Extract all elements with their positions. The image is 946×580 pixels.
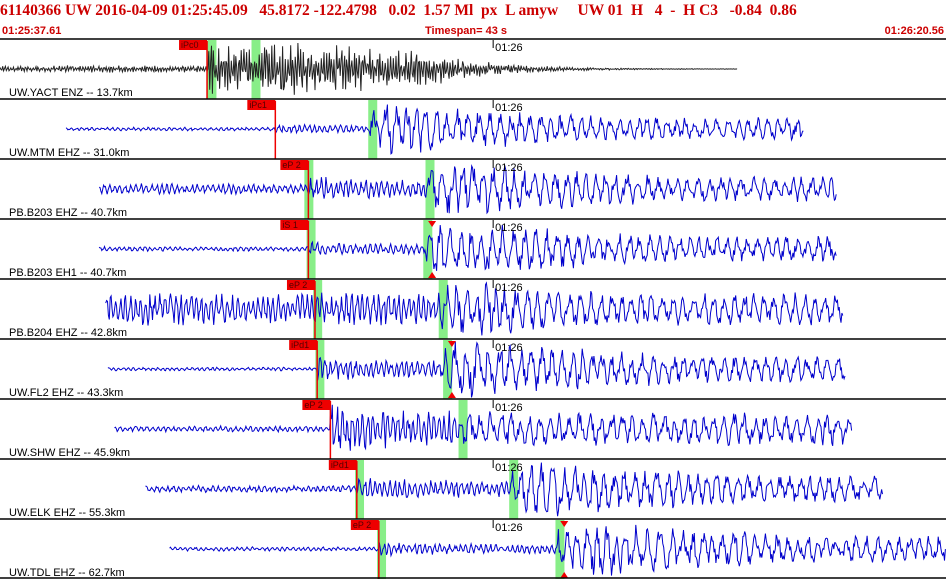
waveform bbox=[98, 225, 837, 271]
pick-label-box bbox=[247, 100, 276, 110]
time-tick-label: 01:26 bbox=[495, 462, 523, 474]
time-tick-label: 01:26 bbox=[495, 42, 523, 54]
station-label: PB.B203 EH1 -- 40.7km bbox=[9, 267, 126, 279]
time-tick-label: 01:26 bbox=[495, 102, 523, 114]
start-time-label: 01:25:37.61 bbox=[2, 25, 62, 37]
station-label: PB.B203 EHZ -- 40.7km bbox=[9, 207, 127, 219]
pick-label: iPc0 bbox=[181, 40, 199, 50]
p-window-marker bbox=[315, 340, 325, 399]
pick-label: eP 2 bbox=[289, 280, 307, 290]
waveform bbox=[0, 42, 738, 95]
time-tick-label: 01:26 bbox=[495, 402, 523, 414]
p-window-marker bbox=[355, 460, 365, 519]
station-label: UW.SHW EHZ -- 45.9km bbox=[9, 447, 130, 459]
waveform bbox=[65, 104, 804, 155]
s-window-marker bbox=[555, 520, 565, 579]
station-label: UW.MTM EHZ -- 31.0km bbox=[9, 147, 129, 159]
trace-row[interactable]: iPd1 01:26 UW.ELK EHZ -- 55.3km bbox=[0, 458, 946, 519]
station-label: UW.YACT ENZ -- 13.7km bbox=[9, 87, 133, 99]
amp-marker-bottom bbox=[428, 272, 437, 278]
pick-label-box bbox=[289, 340, 318, 350]
p-window-marker bbox=[313, 280, 323, 339]
pick-label-box bbox=[280, 220, 309, 230]
pick-label-box bbox=[302, 400, 331, 410]
waveform bbox=[107, 341, 846, 398]
waveform bbox=[105, 281, 844, 336]
time-tick-label: 01:26 bbox=[495, 342, 523, 354]
waveform bbox=[114, 404, 853, 451]
station-label: UW.ELK EHZ -- 55.3km bbox=[9, 507, 125, 519]
pick-label: iPd1 bbox=[331, 460, 349, 470]
trace-row[interactable]: eP 2 01:26 UW.TDL EHZ -- 62.7km bbox=[0, 518, 946, 579]
waveform bbox=[98, 164, 837, 215]
station-label: UW.TDL EHZ -- 62.7km bbox=[9, 567, 125, 579]
trace-row[interactable]: iPc1 01:26 UW.MTM EHZ -- 31.0km bbox=[0, 98, 946, 159]
pick-label: eP 2 bbox=[304, 400, 322, 410]
s-window-marker bbox=[509, 460, 519, 519]
pick-label: iPd1 bbox=[291, 340, 309, 350]
trace-row[interactable]: eP 2 01:26 UW.SHW EHZ -- 45.9km bbox=[0, 398, 946, 459]
trace-row[interactable]: iPd1 01:26 UW.FL2 EHZ -- 43.3km bbox=[0, 338, 946, 399]
waveform bbox=[169, 524, 946, 576]
amp-marker-top bbox=[560, 521, 569, 527]
pick-label: iS 1 bbox=[282, 220, 298, 230]
amp-marker-top bbox=[447, 341, 456, 347]
time-tick-label: 01:26 bbox=[495, 222, 523, 234]
time-tick-label: 01:26 bbox=[495, 522, 523, 534]
pick-label: eP 2 bbox=[282, 160, 300, 170]
end-time-label: 01:26:20.56 bbox=[884, 25, 944, 37]
s-window-marker bbox=[425, 160, 435, 219]
trace-row[interactable]: iPc0 01:26 UW.YACT ENZ -- 13.7km bbox=[0, 38, 946, 99]
trace-row[interactable]: eP 2 01:26 PB.B203 EHZ -- 40.7km bbox=[0, 158, 946, 219]
pick-label-box bbox=[286, 280, 315, 290]
trace-row[interactable]: iS 1 01:26 PB.B203 EH1 -- 40.7km bbox=[0, 218, 946, 279]
timespan-label: Timespan= 43 s bbox=[425, 25, 508, 37]
amp-marker-bottom bbox=[447, 392, 456, 398]
pick-label: eP 2 bbox=[353, 520, 371, 530]
pick-label-box bbox=[280, 160, 309, 170]
s-window-marker bbox=[438, 280, 448, 339]
amp-marker-bottom bbox=[560, 572, 569, 578]
station-label: PB.B204 EHZ -- 42.8km bbox=[9, 327, 127, 339]
amp-marker-top bbox=[428, 221, 437, 227]
pick-label-box bbox=[328, 460, 357, 470]
pick-label: iPc1 bbox=[249, 100, 267, 110]
trace-row[interactable]: eP 2 01:26 PB.B204 EHZ -- 42.8km bbox=[0, 278, 946, 339]
event-summary-line: 61140366 UW 2016-04-09 01:25:45.09 45.81… bbox=[0, 2, 797, 19]
pick-label-box bbox=[179, 40, 208, 50]
pick-label-box bbox=[350, 520, 379, 530]
time-tick-label: 01:26 bbox=[495, 282, 523, 294]
station-label: UW.FL2 EHZ -- 43.3km bbox=[9, 387, 123, 399]
s-window-marker bbox=[368, 100, 378, 159]
p-window-marker bbox=[377, 520, 387, 579]
time-tick-label: 01:26 bbox=[495, 162, 523, 174]
waveform bbox=[145, 462, 883, 517]
